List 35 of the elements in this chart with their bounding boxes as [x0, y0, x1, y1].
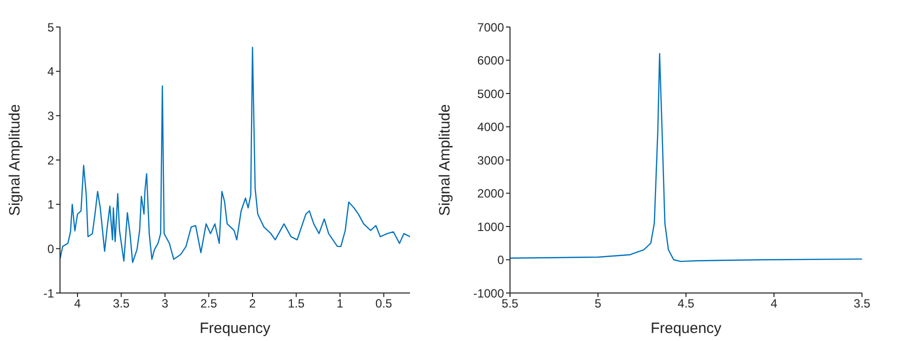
y-tick-label: 2	[47, 153, 54, 168]
x-tick-label: 0.5	[375, 296, 392, 311]
x-axis-title: Frequency	[650, 320, 722, 337]
x-tick-label: 2.5	[200, 296, 218, 311]
y-axis-title: Signal Amplitude	[6, 104, 24, 216]
line-series	[510, 53, 862, 262]
y-tick-label: 1	[47, 198, 54, 212]
x-tick-label: 4	[770, 296, 778, 311]
x-tick-label: 1.5	[288, 296, 305, 311]
y-tick-label: 4	[47, 64, 54, 79]
y-tick-label: 7000	[477, 20, 504, 34]
y-tick-label: 4000	[477, 120, 504, 134]
x-axis-title: Frequency	[200, 320, 271, 337]
x-tick-label: 5	[594, 296, 602, 311]
y-tick-label: 5000	[477, 86, 504, 101]
y-tick-label: 0	[497, 253, 504, 268]
y-tick-label: -1000	[473, 286, 504, 300]
x-tick-label: 1	[336, 296, 344, 311]
x-tick-label: 4	[74, 296, 82, 311]
x-tick-label: 2	[249, 296, 256, 311]
y-tick-label: 5	[47, 20, 54, 34]
x-tick-label: 3.5	[854, 296, 871, 311]
y-tick-label: 3	[47, 108, 54, 123]
x-tick-label: 3	[162, 296, 169, 311]
y-tick-label: 6000	[477, 54, 504, 68]
line-series	[60, 46, 410, 264]
y-tick-label: 2000	[477, 186, 504, 201]
x-tick-label: 4.5	[678, 296, 695, 311]
y-tick-label: 3000	[477, 153, 504, 168]
y-tick-label: 0	[47, 242, 54, 256]
x-tick-label: 5.5	[502, 296, 519, 311]
y-tick-label: -1	[43, 286, 54, 300]
y-tick-label: 1000	[477, 220, 504, 234]
y-axis-title: Signal Amplitude	[436, 104, 454, 216]
x-tick-label: 3.5	[112, 296, 130, 311]
